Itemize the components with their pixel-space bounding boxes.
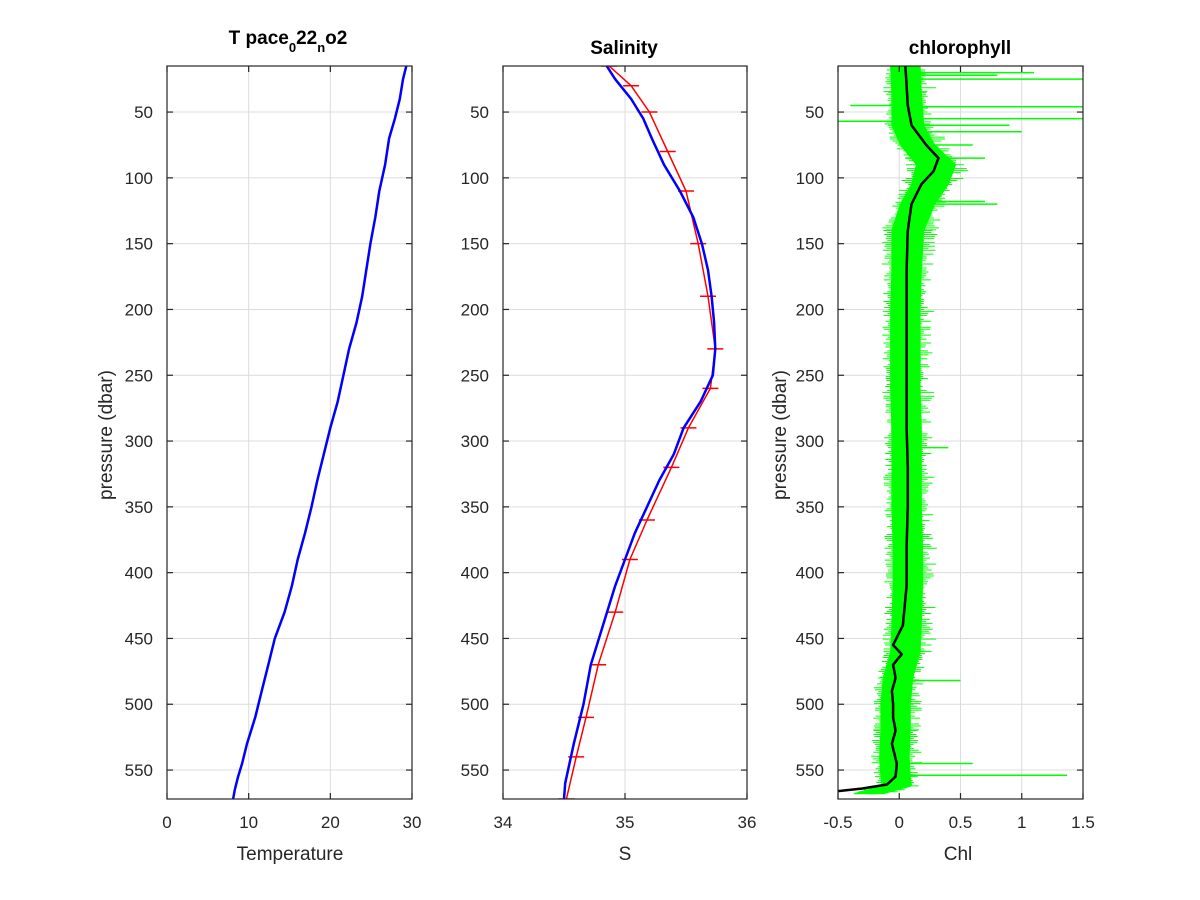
- chlorophyll-ytick-label-10: 550: [796, 761, 824, 780]
- chlorophyll-ytick-label-5: 300: [796, 432, 824, 451]
- temperature-plot-area: [231, 66, 408, 799]
- salinity-series-1: [562, 66, 717, 799]
- chlorophyll-ytick-label-2: 150: [796, 235, 824, 254]
- temperature-ytick-label-10: 550: [125, 761, 153, 780]
- temperature-ytick-label-7: 400: [125, 564, 153, 583]
- temperature-ytick-label-9: 500: [125, 695, 153, 714]
- salinity-plot-area: [558, 66, 724, 799]
- salinity-ytick-label-4: 250: [461, 366, 489, 385]
- chlorophyll-title: chlorophyll: [909, 38, 1011, 59]
- chlorophyll-ytick-label-9: 500: [796, 695, 824, 714]
- salinity-xlabel: S: [619, 844, 632, 865]
- temperature-ytick-label-6: 350: [125, 498, 153, 517]
- chlorophyll-xtick-label-2: 0.5: [949, 813, 973, 832]
- temperature-ytick-label-5: 300: [125, 432, 153, 451]
- chlorophyll-ytick-label-7: 400: [796, 564, 824, 583]
- chlorophyll-ytick-label-8: 450: [796, 629, 824, 648]
- chlorophyll-xtick-label-0: -0.5: [823, 813, 852, 832]
- chlorophyll-ytick-label-1: 100: [796, 169, 824, 188]
- salinity-ytick-label-2: 150: [461, 235, 489, 254]
- salinity-ytick-label-9: 500: [461, 695, 489, 714]
- temperature-xtick-label-1: 10: [239, 813, 258, 832]
- temperature-ytick-label-2: 150: [125, 235, 153, 254]
- chlorophyll-xtick-label-1: 0: [895, 813, 904, 832]
- salinity-series-0: [565, 66, 717, 799]
- salinity-ytick-label-10: 550: [461, 761, 489, 780]
- temperature-ytick-label-8: 450: [125, 629, 153, 648]
- temperature-xtick-label-0: 0: [162, 813, 171, 832]
- chlorophyll-xtick-label-3: 1: [1017, 813, 1026, 832]
- temperature-ytick-label-4: 250: [125, 366, 153, 385]
- chlorophyll-xtick-label-4: 1.5: [1071, 813, 1095, 832]
- temperature-title: T pace022no2: [229, 28, 348, 55]
- salinity-ytick-label-0: 50: [470, 103, 489, 122]
- chlorophyll-plot-area: [838, 66, 1083, 795]
- temperature-ytick-label-3: 200: [125, 300, 153, 319]
- chlorophyll-ytick-label-0: 50: [805, 103, 824, 122]
- temperature-series-0: [231, 66, 408, 799]
- chlorophyll-ylabel: pressure (dbar): [770, 370, 791, 500]
- salinity-xtick-label-1: 35: [616, 813, 635, 832]
- temperature-ylabel: pressure (dbar): [96, 370, 117, 500]
- chlorophyll-ytick-label-3: 200: [796, 300, 824, 319]
- salinity-ytick-label-1: 100: [461, 169, 489, 188]
- temperature-ytick-label-0: 50: [134, 103, 153, 122]
- salinity-ytick-label-6: 350: [461, 498, 489, 517]
- chlorophyll-xlabel: Chl: [944, 844, 973, 865]
- salinity-panel: Salinity S 34 35 36 50 100 150 200 250 300 350 400…: [461, 38, 757, 865]
- salinity-title: Salinity: [590, 38, 658, 59]
- salinity-ytick-label-8: 450: [461, 629, 489, 648]
- chlorophyll-series-1: [838, 66, 940, 793]
- temperature-axes-frame: [166, 65, 413, 800]
- temperature-xlabel: Temperature: [237, 844, 344, 865]
- salinity-ytick-label-7: 400: [461, 564, 489, 583]
- chlorophyll-ytick-label-6: 350: [796, 498, 824, 517]
- chlorophyll-panel: chlorophyll Chl pressure (dbar) -0.5 0 0.5…: [770, 38, 1095, 865]
- salinity-xtick-label-2: 36: [738, 813, 757, 832]
- salinity-xtick-label-0: 34: [494, 813, 513, 832]
- temperature-xtick-label-2: 20: [321, 813, 340, 832]
- chlorophyll-ytick-label-4: 250: [796, 366, 824, 385]
- temperature-panel: T pace022no2 Temperature pressure (dbar)…: [96, 28, 421, 865]
- salinity-ytick-label-5: 300: [461, 432, 489, 451]
- temperature-ytick-label-1: 100: [125, 169, 153, 188]
- salinity-ytick-label-3: 200: [461, 300, 489, 319]
- temperature-xtick-label-3: 30: [403, 813, 422, 832]
